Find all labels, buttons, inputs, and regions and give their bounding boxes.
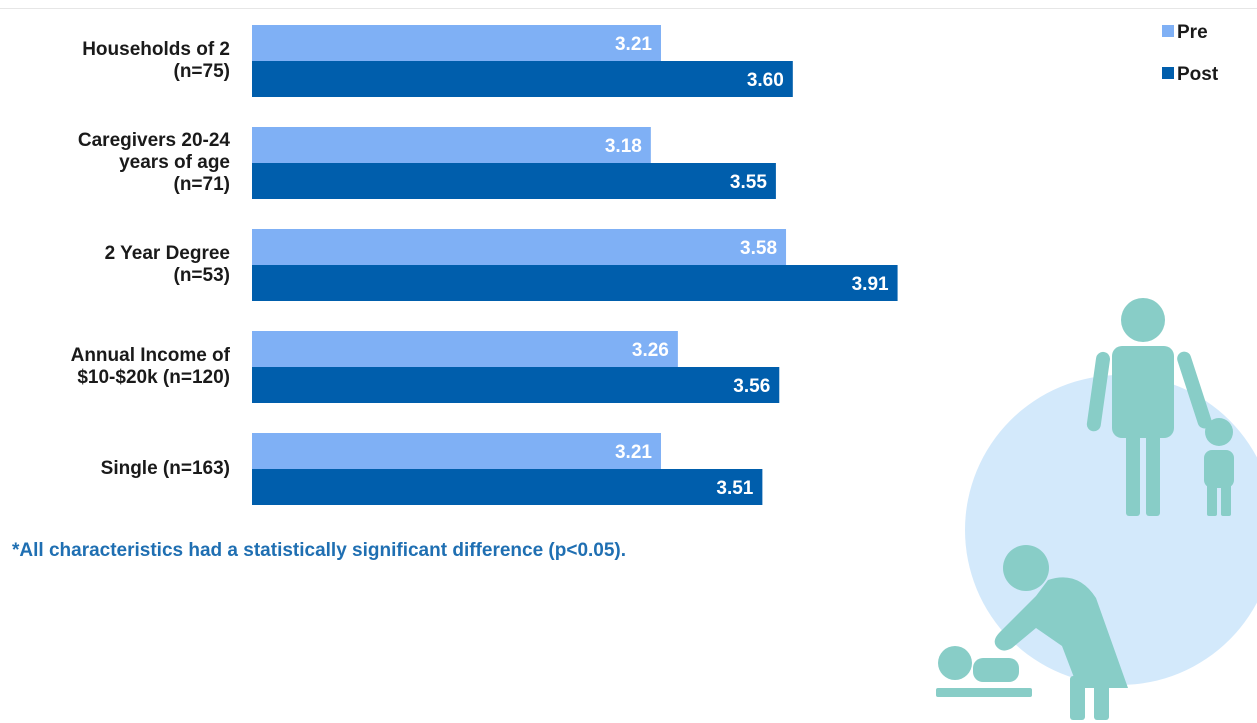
data-label-post-2: 3.91 [852, 274, 889, 295]
data-label-pre-1: 3.18 [605, 136, 642, 157]
legend-swatch-post [1162, 67, 1174, 79]
category-label-4: Single (n=163) [100, 458, 230, 479]
bar-post-0 [252, 61, 793, 97]
parent-changing-baby-icon [936, 545, 1128, 720]
data-label-post-4: 3.51 [716, 478, 753, 499]
bars-layer [252, 25, 898, 505]
bar-post-1 [252, 163, 776, 199]
category-label-3: Annual Income of $10-$20k (n=120) [70, 345, 230, 388]
category-label-1: Caregivers 20-24 years of age (n=71) [77, 130, 230, 195]
footnote: *All characteristics had a statistically… [12, 540, 627, 561]
data-label-pre-2: 3.58 [740, 238, 777, 259]
family-illustration [936, 298, 1257, 720]
data-label-post-0: 3.60 [747, 70, 784, 91]
legend-item-post: Post [1162, 64, 1218, 86]
legend-label-pre: Pre [1177, 22, 1208, 43]
legend-item-pre: Pre [1162, 22, 1208, 44]
legend-swatch-pre [1162, 25, 1174, 37]
category-label-0: Households of 2 (n=75) [82, 39, 230, 82]
data-label-pre-4: 3.21 [615, 442, 652, 463]
parent-with-child-icon [1086, 298, 1234, 516]
bar-pre-3 [252, 331, 678, 367]
data-label-pre-3: 3.26 [632, 340, 669, 361]
data-label-pre-0: 3.21 [615, 34, 652, 55]
bar-pre-1 [252, 127, 651, 163]
bar-post-3 [252, 367, 780, 403]
bar-pre-4 [252, 433, 661, 469]
value-labels-layer: 3.21 3.60 3.18 3.55 3.58 3.91 3.26 3.56 3.21 3.51 [605, 34, 889, 499]
bar-post-2 [252, 265, 898, 301]
data-label-post-1: 3.55 [730, 172, 767, 193]
data-label-post-3: 3.56 [733, 376, 770, 397]
bar-pre-2 [252, 229, 787, 265]
category-label-2: 2 Year Degree (n=53) [104, 243, 230, 286]
bar-post-4 [252, 469, 763, 505]
legend-label-post: Post [1177, 64, 1219, 85]
bar-pre-0 [252, 25, 661, 61]
top-rule [0, 8, 1257, 9]
